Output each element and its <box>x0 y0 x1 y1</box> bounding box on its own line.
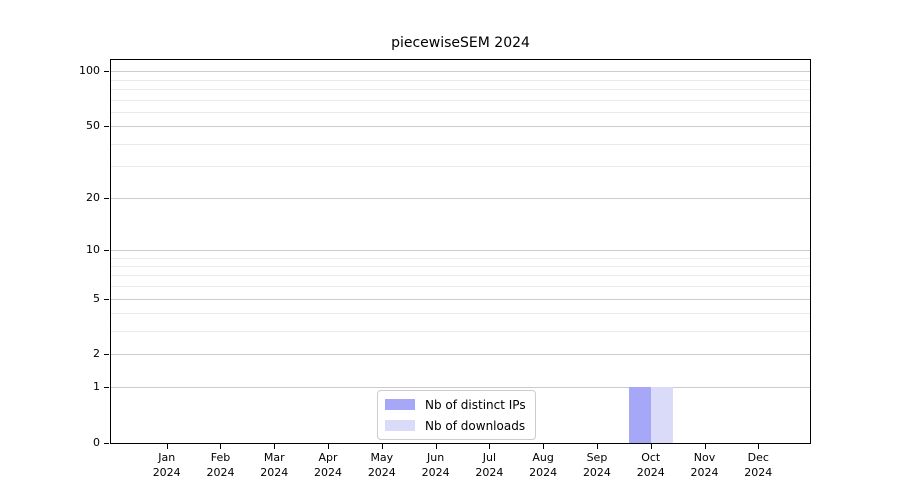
minor-gridline <box>111 143 810 145</box>
y-tick-mark <box>104 354 109 356</box>
x-tick-month: May <box>370 451 394 464</box>
x-tick-label: May 2024 <box>352 450 412 480</box>
x-tick-year: 2024 <box>636 466 665 479</box>
bar-distinct-ips <box>628 387 651 443</box>
legend-swatch-downloads <box>385 420 415 431</box>
y-tick-mark <box>104 387 109 389</box>
minor-gridline <box>111 331 810 333</box>
x-tick-mark <box>328 444 330 449</box>
y-tick-label: 1 <box>93 380 100 394</box>
x-tick-month: Jun <box>427 451 445 464</box>
x-tick-year: 2024 <box>367 466 396 479</box>
x-tick-month: Oct <box>641 451 661 464</box>
major-gridline <box>111 126 810 128</box>
x-tick-mark <box>489 444 491 449</box>
minor-gridline <box>111 286 810 288</box>
x-tick-label: Jun 2024 <box>406 450 466 480</box>
minor-gridline <box>111 265 810 267</box>
x-tick-mark <box>274 444 276 449</box>
minor-gridline <box>111 275 810 277</box>
y-tick-label: 5 <box>93 291 100 305</box>
major-gridline <box>111 387 810 389</box>
legend-label-distinct-ips: Nb of distinct IPs <box>425 397 526 412</box>
minor-gridline <box>111 79 810 81</box>
x-tick-label: Feb 2024 <box>190 450 250 480</box>
x-tick-label: Jan 2024 <box>137 450 197 480</box>
x-tick-year: 2024 <box>690 466 719 479</box>
legend-label-downloads: Nb of downloads <box>425 418 526 433</box>
x-tick-label: Apr 2024 <box>298 450 358 480</box>
y-tick-label: 0 <box>93 436 100 449</box>
x-tick-mark <box>166 444 168 449</box>
x-tick-mark <box>596 444 598 449</box>
y-tick-label: 50 <box>86 119 100 133</box>
x-tick-month: Aug <box>532 451 554 464</box>
x-tick-month: Dec <box>747 451 769 464</box>
minor-gridline <box>111 313 810 315</box>
y-tick-mark <box>104 71 109 73</box>
y-tick-label: 10 <box>86 242 100 256</box>
x-tick-year: 2024 <box>152 466 181 479</box>
x-tick-mark <box>758 444 760 449</box>
x-tick-month: Feb <box>210 451 231 464</box>
x-tick-month: Jan <box>158 451 176 464</box>
x-tick-year: 2024 <box>529 466 558 479</box>
minor-gridline <box>111 111 810 113</box>
x-tick-year: 2024 <box>260 466 289 479</box>
x-tick-year: 2024 <box>475 466 504 479</box>
x-tick-label: Mar 2024 <box>244 450 304 480</box>
chart-title: piecewiseSEM 2024 <box>391 35 530 51</box>
minor-gridline <box>111 88 810 90</box>
major-gridline <box>111 249 810 251</box>
x-tick-month: Mar <box>263 451 285 464</box>
legend-item-distinct-ips: Nb of distinct IPs <box>385 396 526 413</box>
x-tick-mark <box>220 444 222 449</box>
x-tick-mark <box>381 444 383 449</box>
x-tick-label: Jul 2024 <box>459 450 519 480</box>
y-tick-mark <box>104 197 109 199</box>
y-tick-mark <box>104 443 109 444</box>
x-tick-month: Jul <box>482 451 497 464</box>
y-tick-label: 100 <box>79 64 100 78</box>
y-tick-label: 20 <box>86 190 100 204</box>
x-tick-year: 2024 <box>744 466 773 479</box>
major-gridline <box>111 354 810 356</box>
y-tick-mark <box>104 249 109 251</box>
x-tick-label: Dec 2024 <box>728 450 788 480</box>
x-tick-mark <box>704 444 706 449</box>
x-tick-mark <box>543 444 545 449</box>
x-tick-label: Sep 2024 <box>567 450 627 480</box>
minor-gridline <box>111 257 810 259</box>
x-tick-year: 2024 <box>421 466 450 479</box>
x-tick-year: 2024 <box>314 466 343 479</box>
y-tick-mark <box>104 126 109 128</box>
legend-swatch-distinct-ips <box>385 399 415 410</box>
x-tick-year: 2024 <box>582 466 611 479</box>
legend: Nb of distinct IPs Nb of downloads <box>377 390 536 440</box>
x-tick-label: Oct 2024 <box>621 450 681 480</box>
minor-gridline <box>111 166 810 168</box>
legend-item-downloads: Nb of downloads <box>385 417 526 434</box>
y-tick-mark <box>104 298 109 300</box>
x-tick-month: Apr <box>318 451 338 464</box>
x-tick-month: Nov <box>693 451 716 464</box>
x-tick-month: Sep <box>586 451 608 464</box>
y-tick-label: 2 <box>93 347 100 361</box>
major-gridline <box>111 197 810 199</box>
minor-gridline <box>111 99 810 101</box>
x-tick-label: Aug 2024 <box>513 450 573 480</box>
major-gridline <box>111 298 810 300</box>
major-gridline <box>111 71 810 73</box>
x-tick-label: Nov 2024 <box>675 450 735 480</box>
bar-downloads <box>650 387 673 443</box>
x-tick-mark <box>435 444 437 449</box>
x-tick-mark <box>650 444 652 449</box>
x-tick-year: 2024 <box>206 466 235 479</box>
plot-area: Nb of distinct IPs Nb of downloads <box>110 59 811 444</box>
